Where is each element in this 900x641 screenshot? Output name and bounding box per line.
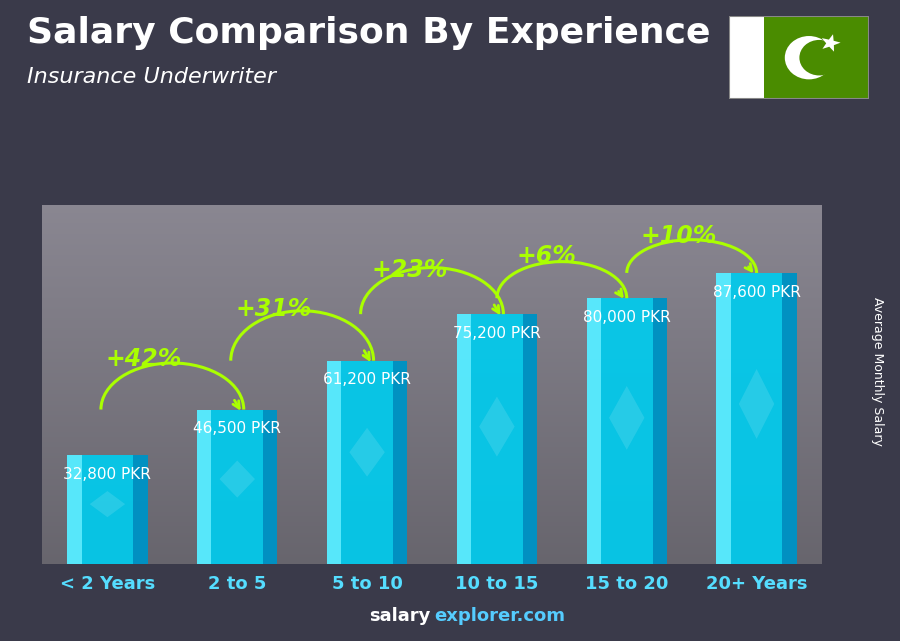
Text: +23%: +23%: [372, 258, 448, 281]
Bar: [263, 410, 277, 564]
Bar: [327, 361, 341, 564]
FancyBboxPatch shape: [197, 410, 277, 564]
Bar: [133, 455, 148, 564]
Text: +42%: +42%: [105, 347, 182, 371]
Bar: [392, 361, 408, 564]
Text: Salary Comparison By Experience: Salary Comparison By Experience: [27, 16, 710, 50]
Text: 46,500 PKR: 46,500 PKR: [194, 421, 281, 436]
Polygon shape: [90, 491, 125, 517]
Text: 80,000 PKR: 80,000 PKR: [583, 310, 670, 325]
FancyBboxPatch shape: [327, 361, 408, 564]
Polygon shape: [479, 397, 515, 456]
Bar: [764, 16, 868, 99]
Text: +31%: +31%: [236, 297, 311, 321]
Bar: [523, 314, 537, 564]
Bar: [587, 298, 601, 564]
Text: 32,800 PKR: 32,800 PKR: [64, 467, 151, 481]
Polygon shape: [349, 428, 385, 477]
FancyBboxPatch shape: [456, 314, 537, 564]
Bar: [68, 455, 82, 564]
FancyBboxPatch shape: [68, 455, 148, 564]
Text: +10%: +10%: [641, 224, 717, 248]
Text: +6%: +6%: [517, 244, 576, 269]
Polygon shape: [739, 369, 774, 439]
Text: 75,200 PKR: 75,200 PKR: [453, 326, 541, 341]
FancyBboxPatch shape: [587, 298, 667, 564]
Bar: [197, 410, 211, 564]
Bar: [456, 314, 472, 564]
Bar: [729, 16, 764, 99]
Circle shape: [799, 40, 839, 76]
Bar: [716, 273, 731, 564]
Text: Average Monthly Salary: Average Monthly Salary: [871, 297, 884, 446]
Polygon shape: [609, 386, 644, 450]
Polygon shape: [220, 460, 255, 497]
Text: Insurance Underwriter: Insurance Underwriter: [27, 67, 276, 87]
Circle shape: [785, 36, 833, 79]
Polygon shape: [822, 34, 841, 52]
Text: 87,600 PKR: 87,600 PKR: [713, 285, 800, 299]
FancyBboxPatch shape: [716, 273, 796, 564]
Bar: [652, 298, 667, 564]
Text: 61,200 PKR: 61,200 PKR: [323, 372, 411, 387]
Text: salary: salary: [369, 607, 430, 625]
Text: explorer.com: explorer.com: [434, 607, 565, 625]
Bar: [782, 273, 796, 564]
